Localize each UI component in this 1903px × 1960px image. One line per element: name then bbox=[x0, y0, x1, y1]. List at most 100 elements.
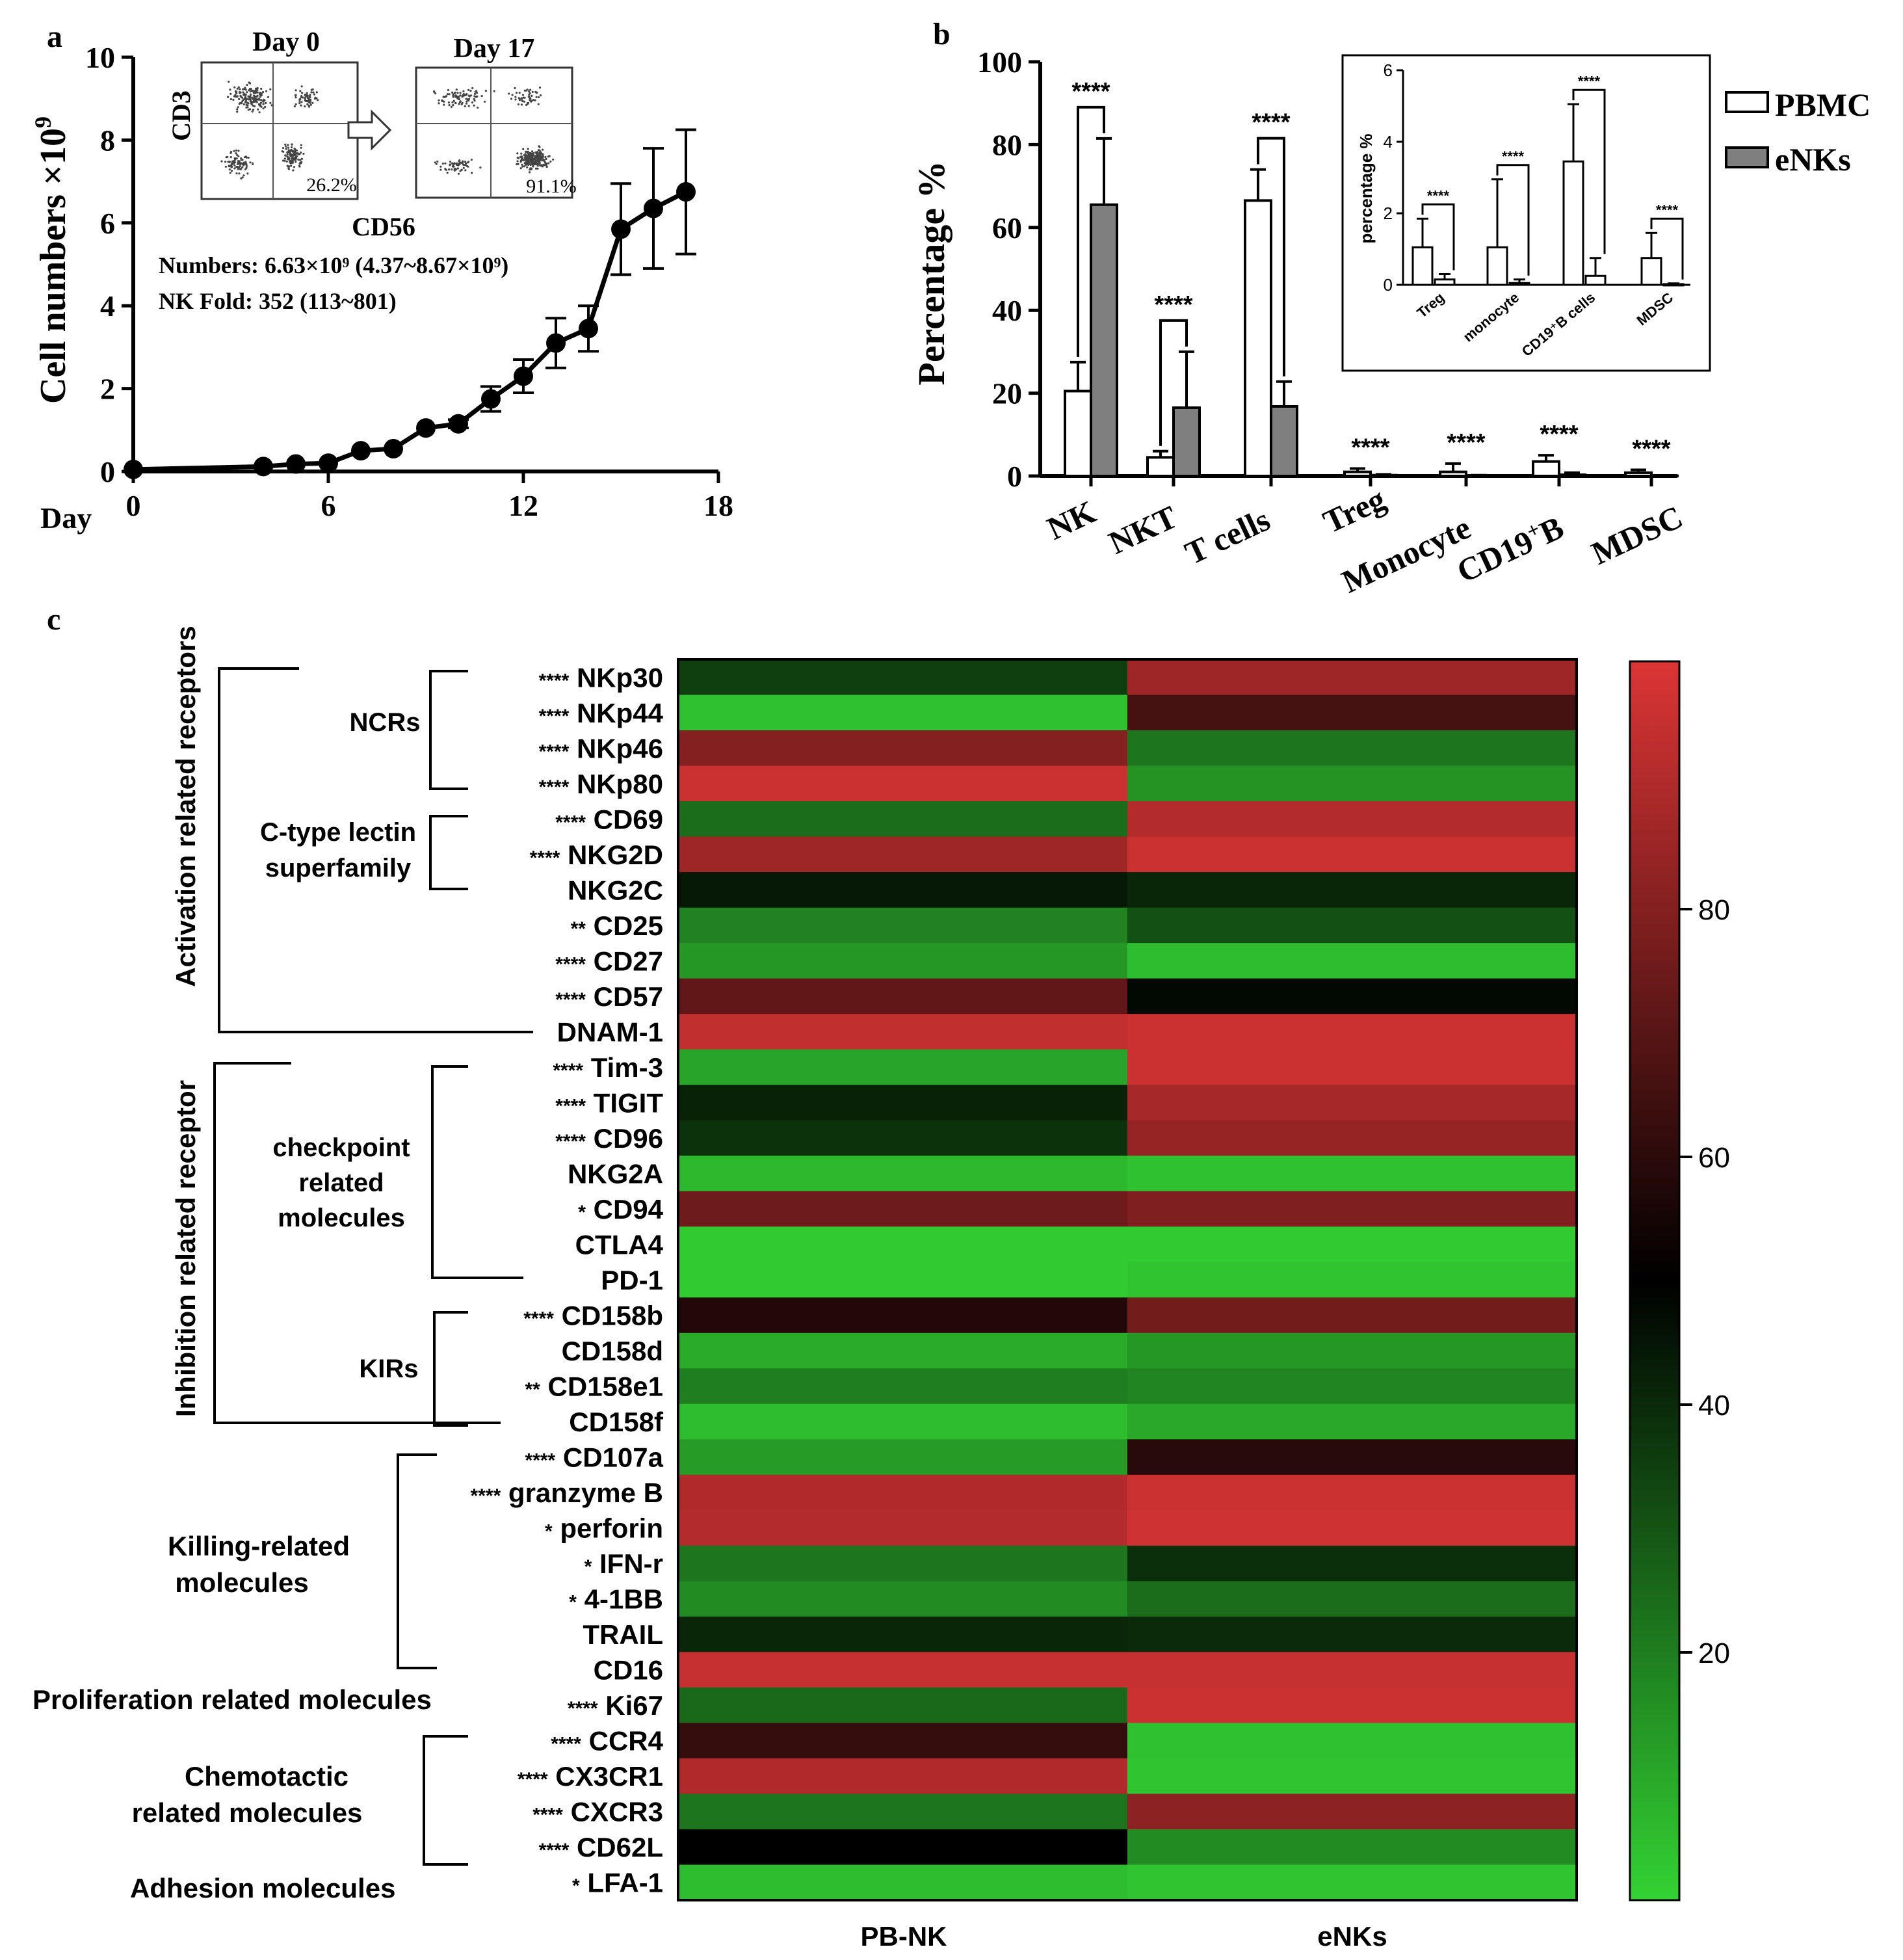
flow-event bbox=[240, 177, 243, 179]
panel-a-series bbox=[124, 128, 696, 479]
flow-event bbox=[282, 159, 285, 162]
flow-event bbox=[256, 88, 259, 91]
panel-a-x-tick-label-1: 6 bbox=[321, 489, 336, 522]
heatmap-cell-nkp44-0 bbox=[678, 695, 1128, 731]
flow-event bbox=[244, 155, 247, 158]
flow-event bbox=[247, 102, 250, 105]
flow-event bbox=[245, 106, 248, 109]
flow-event bbox=[286, 151, 289, 153]
flow-event bbox=[518, 98, 521, 100]
flow-event bbox=[231, 160, 234, 163]
inset-sig-bracket-3 bbox=[1650, 217, 1684, 280]
panel-b-category-3: Treg bbox=[1318, 480, 1391, 540]
flow-event bbox=[469, 90, 472, 92]
flow-event bbox=[285, 160, 288, 163]
panel-a-x-tick-label-3: 18 bbox=[703, 489, 733, 522]
flow-event bbox=[447, 88, 450, 92]
flow-event bbox=[284, 143, 287, 146]
flow-event bbox=[237, 163, 239, 165]
heatmap-cell-nkg2d-1 bbox=[1127, 836, 1577, 873]
heatmap-cell-trail-0 bbox=[678, 1616, 1128, 1652]
heatmap-cell-lfa-1-0 bbox=[678, 1864, 1128, 1901]
flow-event bbox=[237, 150, 240, 152]
panel-b-y-ticks: 0 20 40 60 80 100 bbox=[977, 46, 1040, 493]
flow-event bbox=[515, 92, 518, 94]
flow-event bbox=[455, 162, 458, 165]
flow-event bbox=[473, 99, 476, 102]
flow-event bbox=[247, 156, 250, 159]
heatmap-row-label-22: **** CD107a bbox=[525, 1442, 664, 1473]
heatmap-row-label-0: **** NKp30 bbox=[539, 662, 663, 693]
flow-event bbox=[298, 98, 301, 101]
flow-event bbox=[243, 93, 246, 96]
flow-event bbox=[295, 96, 297, 99]
flow-event bbox=[526, 101, 529, 105]
flow-event bbox=[304, 97, 306, 99]
flow-event bbox=[235, 92, 238, 94]
flow-event bbox=[294, 150, 296, 152]
heatmap-row-label-2: **** NKp46 bbox=[539, 733, 663, 763]
heatmap-row-label-30: **** CCR4 bbox=[551, 1726, 663, 1756]
flow-event bbox=[467, 88, 470, 91]
flow-event bbox=[297, 153, 300, 155]
inset-bar-pbmc-2 bbox=[1562, 160, 1584, 286]
flow-event bbox=[242, 163, 244, 166]
flow-event bbox=[300, 152, 302, 154]
flow-event bbox=[464, 161, 467, 163]
heatmap-cell-cd96-1 bbox=[1127, 1120, 1577, 1156]
flow-event bbox=[239, 168, 242, 170]
flow-event bbox=[300, 85, 303, 88]
flow-event bbox=[514, 98, 517, 101]
flow-event bbox=[538, 86, 542, 89]
flow-event bbox=[519, 167, 522, 170]
panel-b-y-tick-label-4: 80 bbox=[992, 128, 1022, 161]
flow-event bbox=[522, 148, 525, 150]
inset-bar-pbmc-0 bbox=[1411, 246, 1434, 286]
panel-a-line-chart: 0 2 4 6 8 10 0 6 12 18 Day Cell numbers ×109 Day… bbox=[30, 27, 733, 535]
flow-event bbox=[535, 92, 538, 94]
flow-event bbox=[529, 167, 532, 170]
panel-a-y-tick-label-5: 10 bbox=[85, 41, 115, 74]
flow-event bbox=[539, 94, 542, 97]
flow-cd56-label: CD56 bbox=[352, 212, 415, 241]
flow-event bbox=[235, 166, 238, 168]
flow-event bbox=[309, 94, 311, 96]
flow-event bbox=[313, 98, 317, 100]
group-chemotactic-label-2: related molecules bbox=[132, 1797, 363, 1828]
flow-event bbox=[236, 108, 239, 111]
bracket-chemotactic bbox=[423, 1735, 468, 1866]
flow-event bbox=[249, 95, 252, 98]
flow-event bbox=[465, 102, 468, 105]
flow-event bbox=[459, 92, 462, 94]
flow-event bbox=[529, 88, 532, 91]
panel-a-annotation-fold: NK Fold: 352 (113~801) bbox=[159, 288, 397, 314]
flow-event bbox=[259, 103, 261, 106]
flow-event bbox=[232, 162, 235, 165]
flow-event bbox=[236, 111, 239, 113]
legend-pbmc-swatch bbox=[1725, 91, 1769, 113]
heatmap-col-label-pbnk: PB-NK bbox=[861, 1921, 947, 1952]
flow-event bbox=[289, 155, 292, 157]
flow-event bbox=[516, 163, 518, 166]
flow-event bbox=[252, 89, 254, 92]
heatmap-row-label-5: **** NKG2D bbox=[530, 840, 663, 870]
inset-bar-enks-2 bbox=[1584, 274, 1607, 286]
flow-event bbox=[532, 99, 535, 101]
flow-event bbox=[302, 152, 305, 155]
flow-event bbox=[521, 100, 524, 103]
flow-event bbox=[552, 158, 555, 161]
flow-event bbox=[518, 157, 520, 159]
flow-event bbox=[260, 99, 263, 101]
sig-label-4: **** bbox=[1447, 429, 1485, 457]
heatmap-cell-cx3cr1-1 bbox=[1127, 1758, 1577, 1794]
heatmap-row-label-21: CD158f bbox=[569, 1407, 664, 1437]
panel-a-y-tick-label-1: 2 bbox=[100, 373, 115, 406]
flow-event bbox=[521, 163, 523, 166]
heatmap-cell-cd27-0 bbox=[678, 943, 1128, 979]
heatmap-cell-cd69-0 bbox=[678, 801, 1128, 838]
flow-event bbox=[290, 150, 293, 152]
flow-event bbox=[531, 90, 534, 93]
flow-event bbox=[527, 96, 530, 98]
heatmap-row-label-15: * CD94 bbox=[578, 1194, 663, 1225]
flow-event bbox=[226, 155, 229, 158]
